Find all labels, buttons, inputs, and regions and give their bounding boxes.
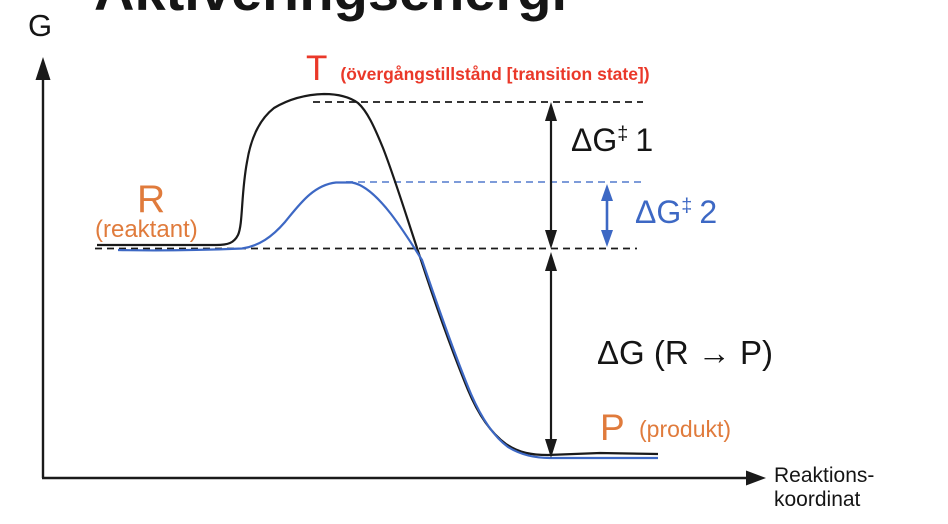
dg-reaction-arrowhead-down-icon [545, 439, 557, 458]
product-symbol: P [600, 407, 625, 448]
dg1-arrowhead-up-icon [545, 102, 557, 121]
dg2-arrowhead-up-icon [601, 184, 613, 201]
dg2-number: 2 [699, 194, 718, 230]
x-axis-arrowhead-icon [746, 470, 766, 486]
product-note: (produkt) [639, 416, 732, 442]
reactant-note: (reaktant) [95, 216, 198, 243]
dg2-arrowhead-down-icon [601, 230, 613, 247]
dg1-base: ΔG [571, 122, 618, 158]
x-axis-label-line1: Reaktions- [774, 464, 875, 487]
dg-reaction-arrowhead-up-icon [545, 252, 557, 271]
x-axis-label-line2: koordinat [774, 488, 861, 511]
dg2-base: ΔG [635, 194, 682, 230]
reactant-symbol: R [137, 178, 166, 221]
dg1-label: ΔG‡ 1 [571, 122, 654, 158]
x-axis-label: Reaktions- koordinat [774, 464, 924, 512]
dg-reaction-label: ΔG (R → P) [597, 334, 774, 371]
dg1-arrowhead-down-icon [545, 230, 557, 249]
dg2-doubledagger: ‡ [681, 194, 693, 217]
dg2-label: ΔG‡ 2 [635, 194, 718, 230]
dg1-number: 1 [635, 122, 654, 158]
transition-symbol: T [306, 49, 328, 88]
y-axis-label: G [28, 8, 53, 43]
transition-note: (övergångstillstånd [transition state]) [340, 64, 650, 84]
slide-title: Aktiveringsenergi [94, 0, 567, 19]
transition-state-label: T (övergångstillstånd [transition state]… [306, 51, 650, 86]
catalyzed-energy-curve [117, 181, 658, 460]
y-axis-arrowhead-icon [35, 57, 51, 80]
dg1-doubledagger: ‡ [617, 122, 629, 145]
